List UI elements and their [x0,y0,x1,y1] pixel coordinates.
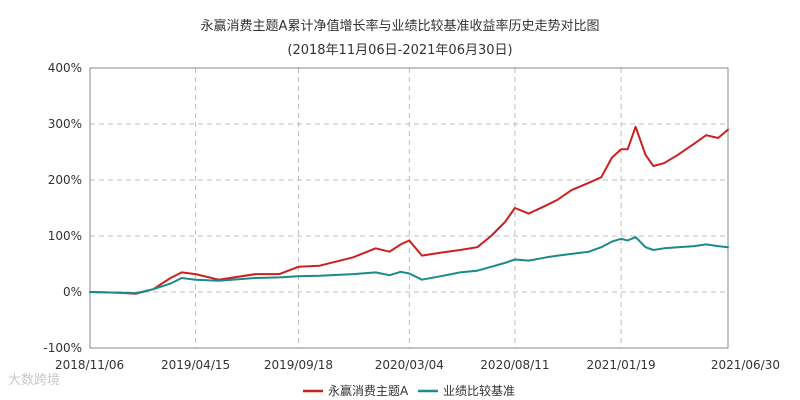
y-tick-label: 200% [48,173,82,187]
y-axis-tick-labels: 400% 300% 200% 100% 0% -100% [43,61,82,355]
x-tick-label: 2019/04/15 [161,358,230,372]
x-axis-tick-labels: 2018/11/06 2019/04/15 2019/09/18 2020/03/04… [55,358,780,372]
axes [89,67,729,349]
watermark: 大数跨境 [8,373,60,388]
x-tick-label: 2018/11/06 [55,358,124,372]
y-tick-label: 400% [48,61,82,75]
x-tick-label: 2019/09/18 [264,358,333,372]
y-tick-label: -100% [43,341,82,355]
series-lines [89,125,729,295]
x-tick-label: 2021/06/30 [711,358,780,372]
x-tick-label: 2020/08/11 [480,358,549,372]
series-fund-line [89,125,729,295]
y-tick-label: 100% [48,229,82,243]
legend-label-benchmark: 业绩比较基准 [443,383,515,398]
chart-title: 永赢消费主题A累计净值增长率与业绩比较基准收益率历史走势对比图 [201,18,600,34]
x-tick-label: 2020/03/04 [375,358,444,372]
x-tick-label: 2021/01/19 [587,358,656,372]
y-tick-label: 0% [63,285,82,299]
watermark-text: 大数跨境 [8,373,60,388]
chart-subtitle: (2018年11月06日-2021年06月30日) [287,43,512,58]
grid-lines [90,67,728,348]
plot-frame [89,67,729,349]
legend-item-fund[interactable]: 永赢消费主题A [303,383,409,398]
y-tick-label: 300% [48,117,82,131]
legend: 永赢消费主题A 业绩比较基准 [303,383,515,398]
legend-label-fund: 永赢消费主题A [328,383,409,398]
legend-item-benchmark[interactable]: 业绩比较基准 [418,383,515,398]
series-benchmark-line [89,236,729,295]
